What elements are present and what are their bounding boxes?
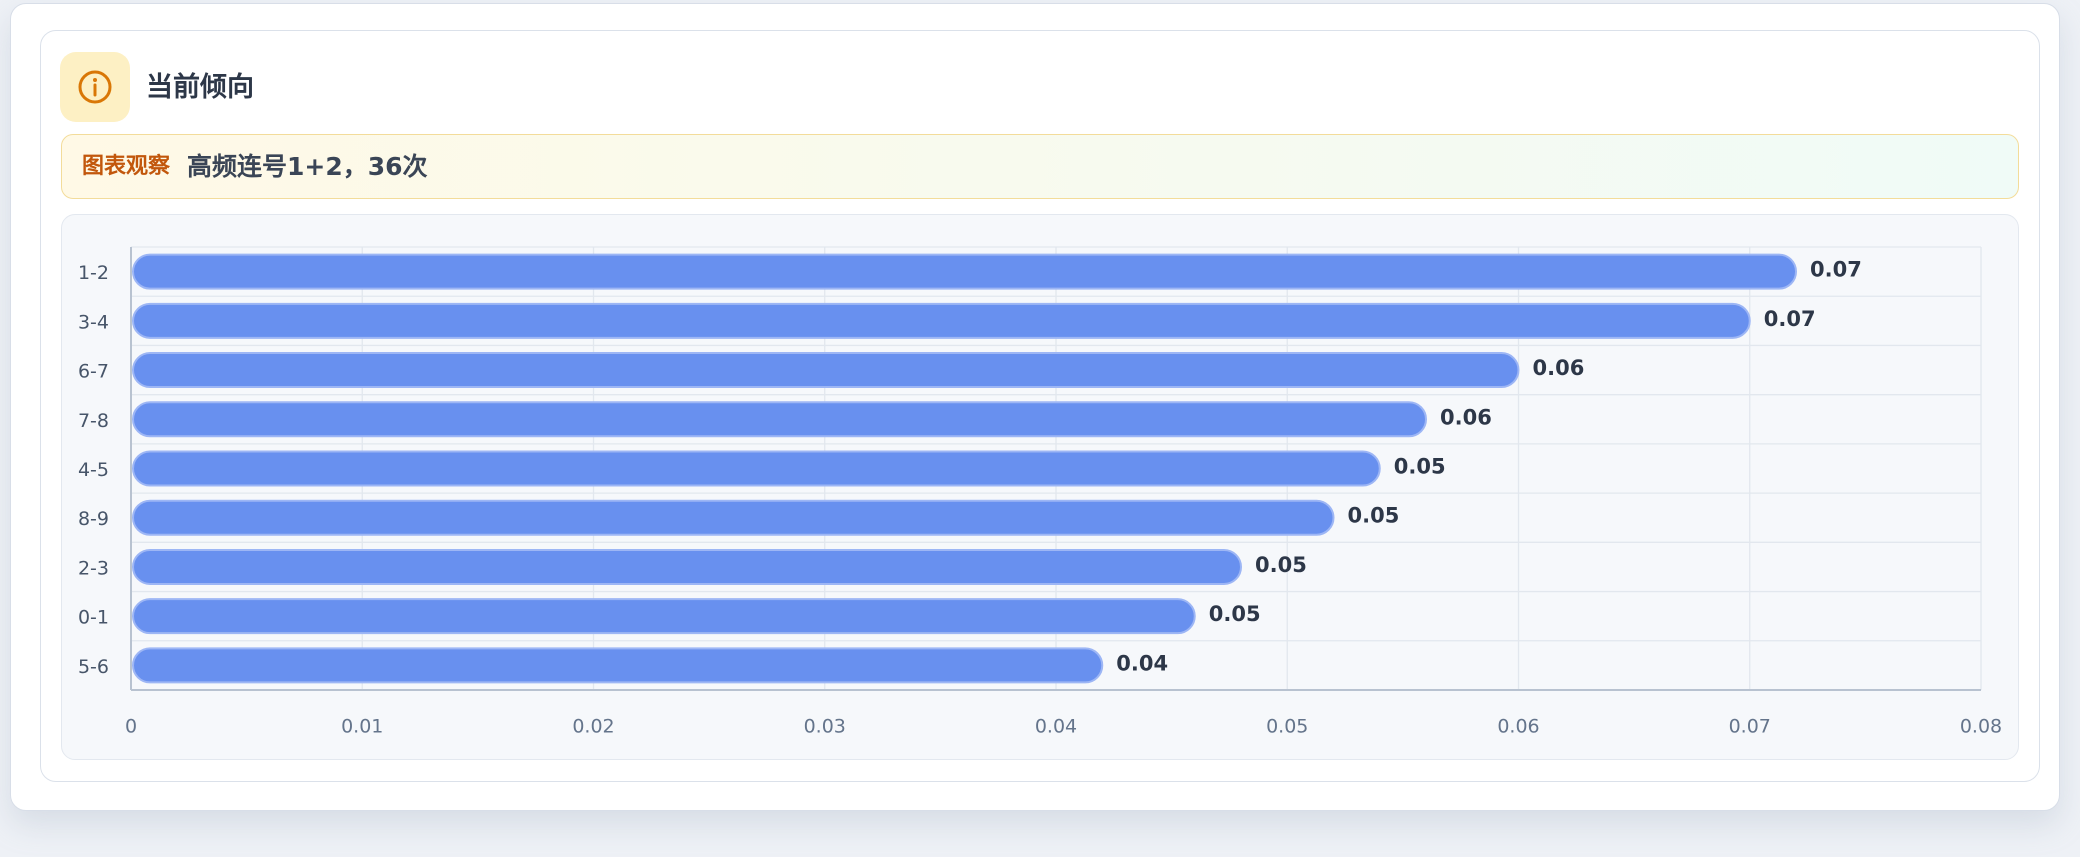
bar: [132, 598, 1196, 635]
observation-label: 图表观察: [82, 154, 171, 179]
bar: [132, 548, 1242, 585]
value-label: 0.04: [1116, 651, 1168, 675]
info-icon: [60, 52, 130, 122]
y-tick-label: 8-9: [78, 508, 109, 530]
value-label: 0.05: [1394, 455, 1446, 479]
x-tick-label: 0.03: [804, 716, 846, 738]
bar: [132, 401, 1427, 438]
x-tick-label: 0.01: [341, 716, 383, 738]
value-label: 0.05: [1209, 602, 1261, 626]
value-label: 0.05: [1348, 504, 1400, 528]
bar: [132, 352, 1520, 389]
bar: [132, 450, 1381, 487]
x-tick-label: 0.08: [1960, 716, 2002, 738]
info-glyph: [78, 70, 112, 104]
value-label: 0.06: [1533, 356, 1585, 380]
y-tick-label: 1-2: [78, 262, 109, 284]
x-tick-label: 0.02: [572, 716, 614, 738]
y-tick-label: 0-1: [78, 607, 109, 629]
x-tick-label: 0.04: [1035, 716, 1077, 738]
value-label: 0.06: [1440, 405, 1492, 429]
y-tick-label: 2-3: [78, 557, 109, 579]
value-label: 0.07: [1764, 307, 1816, 331]
observation-box: [61, 134, 2019, 199]
x-tick-label: 0: [125, 716, 137, 738]
bar: [132, 499, 1335, 536]
y-tick-label: 4-5: [78, 459, 109, 481]
chart: 0 0.01 0.02 0.03 0.04 0.05 0.06 0.07 0.08 1-2 0.07…: [78, 246, 2002, 738]
x-tick-label: 0.05: [1266, 716, 1308, 738]
y-tick-label: 6-7: [78, 361, 109, 383]
x-tick-label: 0.07: [1729, 716, 1771, 738]
bar: [132, 647, 1104, 684]
observation-text: 高频连号1+2，36次: [187, 152, 428, 181]
x-tick-label: 0.06: [1497, 716, 1539, 738]
y-tick-label: 3-4: [78, 311, 109, 333]
bar: [132, 253, 1797, 290]
value-label: 0.07: [1810, 258, 1862, 282]
section-title: 当前倾向: [146, 72, 254, 103]
bar: [132, 302, 1751, 339]
y-tick-label: 5-6: [78, 656, 109, 678]
value-label: 0.05: [1255, 553, 1307, 577]
y-tick-label: 7-8: [78, 410, 109, 432]
